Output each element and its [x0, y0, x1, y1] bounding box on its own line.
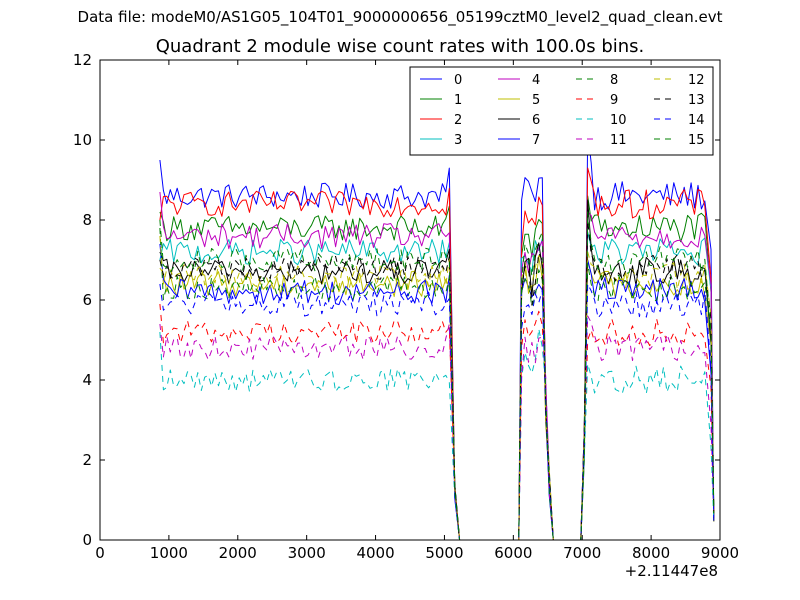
y-tick-label: 10: [73, 131, 92, 149]
series-line-3: [159, 231, 715, 541]
series-line-2: [159, 167, 715, 541]
legend-label-13: 13: [688, 93, 705, 108]
y-tick-label: 4: [82, 371, 92, 389]
x-tick-label: 9000: [701, 544, 739, 562]
legend-label-4: 4: [532, 73, 540, 88]
x-tick-label: 4000: [356, 544, 394, 562]
figure-suptitle: Data file: modeM0/AS1G05_104T01_90000006…: [77, 8, 723, 26]
legend-label-5: 5: [532, 93, 540, 108]
series-layer: [159, 131, 715, 541]
series-line-11: [159, 315, 715, 541]
legend-label-8: 8: [610, 73, 618, 88]
legend-label-11: 11: [610, 133, 627, 148]
series-line-15: [159, 211, 715, 541]
y-tick-label: 6: [82, 291, 92, 309]
y-tick-label: 8: [82, 211, 92, 229]
series-line-13: [159, 219, 715, 541]
series-line-0: [159, 131, 715, 541]
legend-label-12: 12: [688, 73, 705, 88]
chart-title: Quadrant 2 module wise count rates with …: [155, 36, 645, 57]
x-tick-label: 0: [95, 544, 105, 562]
y-tick-label: 2: [82, 451, 92, 469]
series-line-1: [159, 195, 715, 541]
x-tick-label: 8000: [632, 544, 670, 562]
x-tick-label: 7000: [563, 544, 601, 562]
legend-label-15: 15: [688, 133, 705, 148]
legend-label-2: 2: [454, 113, 462, 128]
x-tick-label: 2000: [219, 544, 257, 562]
legend-label-10: 10: [610, 113, 627, 128]
legend-box: [409, 66, 714, 156]
ticks-layer: 0 1000 2000 3000 4000 5000 6000 7000 8000 9000 0 2 4…: [73, 51, 739, 562]
x-tick-label: 5000: [425, 544, 463, 562]
legend-label-6: 6: [532, 113, 540, 128]
series-line-7: [159, 243, 715, 541]
legend-label-3: 3: [454, 133, 462, 148]
series-line-14: [159, 283, 715, 541]
legend-label-1: 1: [454, 93, 462, 108]
y-tick-label: 0: [82, 531, 92, 549]
series-line-10: [159, 328, 715, 541]
x-tick-label: 1000: [150, 544, 188, 562]
x-tick-label: 3000: [288, 544, 326, 562]
x-tick-label: 6000: [494, 544, 532, 562]
legend-label-0: 0: [454, 73, 462, 88]
x-offset-label: +2.11447e8: [624, 562, 718, 580]
legend-label-7: 7: [532, 133, 540, 148]
series-line-4: [159, 191, 715, 541]
legend-label-9: 9: [610, 93, 618, 108]
legend-label-14: 14: [688, 113, 705, 128]
y-tick-label: 12: [73, 51, 92, 69]
series-line-8: [159, 227, 715, 541]
